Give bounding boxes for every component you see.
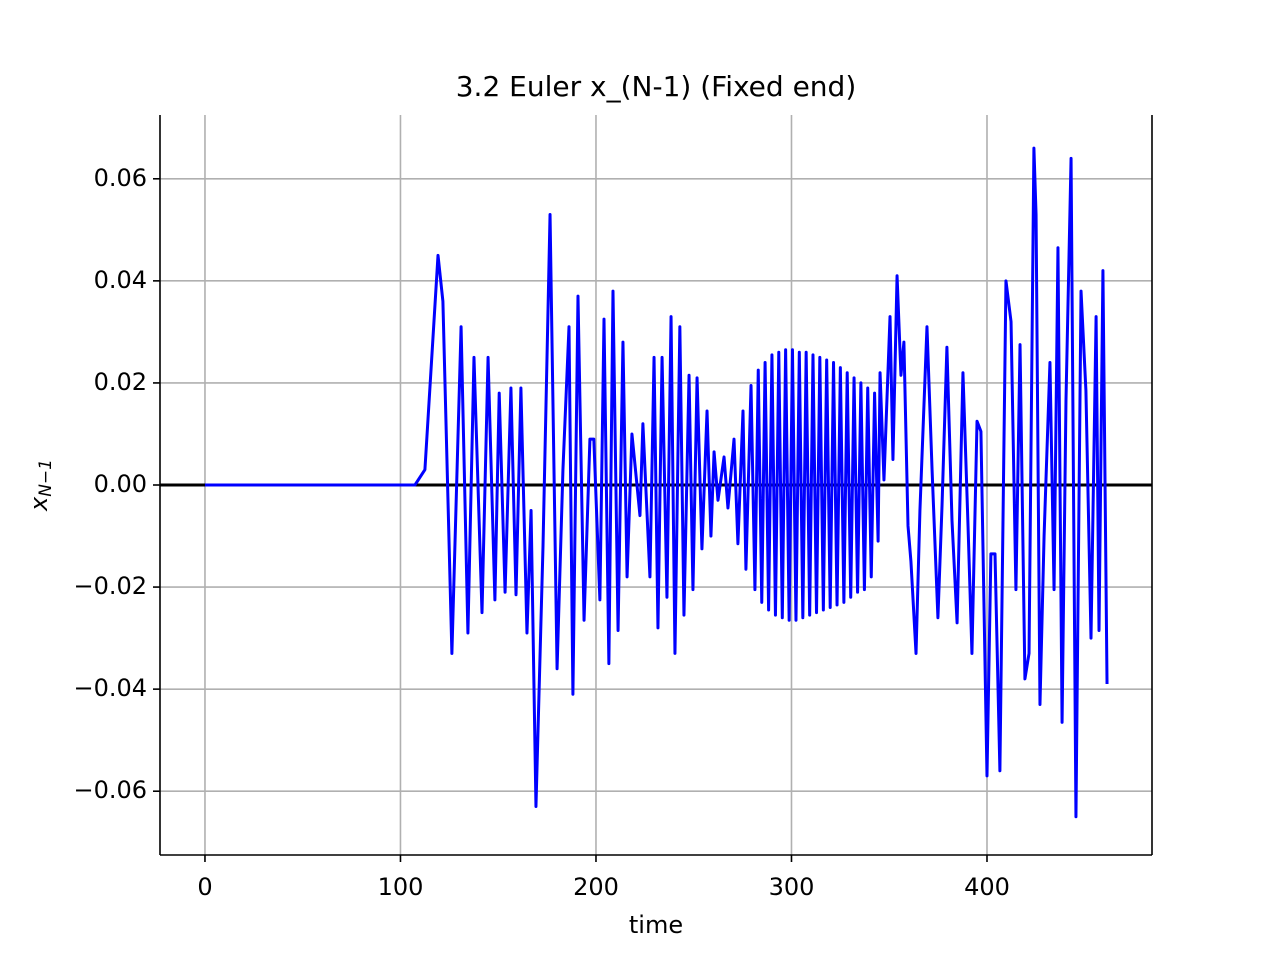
chart-title: 3.2 Euler x_(N-1) (Fixed end) [456,70,857,103]
y-tick-label: 0.06 [94,164,147,192]
x-tick-label: 100 [378,873,424,901]
x-axis-label: time [629,911,683,939]
y-tick-label: −0.04 [73,674,147,702]
y-label-sub: N−1 [36,459,56,497]
y-tick-label: −0.06 [73,776,147,804]
y-tick-label: 0.04 [94,266,147,294]
y-tick-label: −0.02 [73,572,147,600]
x-tick-label: 300 [769,873,815,901]
y-axis-label: xN−1 [25,459,56,512]
x-tick-label: 400 [964,873,1010,901]
x-tick-label: 0 [197,873,212,901]
data-line [204,146,1109,819]
y-tick-label: 0.00 [94,470,147,498]
x-tick-label: 200 [573,873,619,901]
y-tick-label: 0.02 [94,368,147,396]
y-label-base: x [25,496,53,512]
